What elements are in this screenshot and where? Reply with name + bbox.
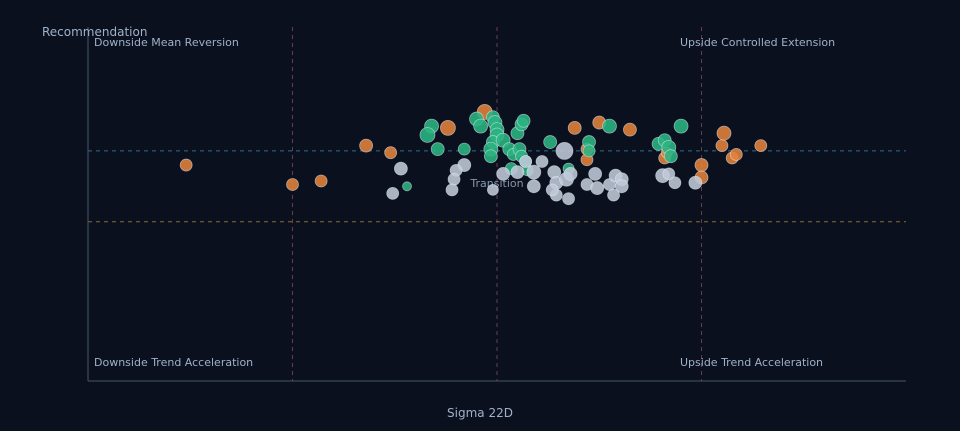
data-point[interactable] bbox=[384, 146, 398, 160]
data-point[interactable] bbox=[716, 125, 732, 141]
data-point[interactable] bbox=[602, 118, 617, 134]
data-point[interactable] bbox=[607, 188, 620, 202]
data-point[interactable] bbox=[445, 183, 459, 197]
data-point[interactable] bbox=[663, 149, 678, 164]
data-point[interactable] bbox=[715, 139, 729, 152]
center-label: Transition bbox=[469, 177, 523, 190]
quadrant-label-bottom-right: Upside Trend Acceleration bbox=[680, 356, 823, 369]
data-point[interactable] bbox=[614, 179, 629, 194]
data-point[interactable] bbox=[519, 155, 533, 168]
data-point[interactable] bbox=[516, 113, 531, 128]
data-points bbox=[179, 104, 768, 206]
x-axis-title: Sigma 22D bbox=[447, 406, 513, 420]
data-point[interactable] bbox=[314, 174, 328, 188]
data-point[interactable] bbox=[496, 167, 511, 181]
data-point[interactable] bbox=[535, 155, 549, 168]
data-point[interactable] bbox=[582, 144, 596, 158]
reference-lines bbox=[88, 27, 906, 381]
data-point[interactable] bbox=[526, 164, 542, 180]
data-point[interactable] bbox=[440, 119, 456, 136]
quadrant-label-top-left: Downside Mean Reversion bbox=[94, 36, 239, 49]
data-point[interactable] bbox=[662, 167, 676, 181]
data-point[interactable] bbox=[457, 142, 471, 156]
data-point[interactable] bbox=[673, 118, 689, 134]
data-point[interactable] bbox=[359, 138, 374, 153]
data-point[interactable] bbox=[688, 175, 703, 190]
axes bbox=[87, 27, 906, 382]
quadrant-label-top-right: Upside Controlled Extension bbox=[680, 36, 835, 49]
quadrant-label-bottom-left: Downside Trend Acceleration bbox=[94, 356, 253, 369]
data-point[interactable] bbox=[543, 135, 558, 149]
data-point[interactable] bbox=[555, 141, 574, 160]
data-point[interactable] bbox=[386, 186, 400, 200]
data-point[interactable] bbox=[588, 167, 603, 181]
data-point[interactable] bbox=[590, 181, 605, 195]
data-point[interactable] bbox=[447, 172, 461, 186]
data-point[interactable] bbox=[473, 118, 489, 134]
data-point[interactable] bbox=[419, 127, 436, 143]
data-point[interactable] bbox=[483, 149, 498, 164]
data-point[interactable] bbox=[510, 165, 525, 180]
data-point[interactable] bbox=[430, 142, 445, 157]
data-point[interactable] bbox=[668, 176, 682, 190]
data-point[interactable] bbox=[393, 161, 408, 176]
data-point[interactable] bbox=[754, 139, 768, 152]
data-point[interactable] bbox=[562, 192, 575, 206]
data-point[interactable] bbox=[694, 158, 709, 172]
data-point[interactable] bbox=[623, 122, 637, 137]
data-point[interactable] bbox=[567, 120, 582, 135]
data-point[interactable] bbox=[545, 183, 559, 197]
data-point[interactable] bbox=[526, 179, 541, 194]
data-point[interactable] bbox=[563, 167, 578, 181]
data-point[interactable] bbox=[402, 181, 412, 192]
y-axis-title: Recommendation bbox=[42, 25, 147, 39]
data-point[interactable] bbox=[487, 183, 499, 196]
data-point[interactable] bbox=[286, 178, 299, 191]
data-point[interactable] bbox=[179, 158, 193, 172]
data-point[interactable] bbox=[729, 148, 743, 161]
